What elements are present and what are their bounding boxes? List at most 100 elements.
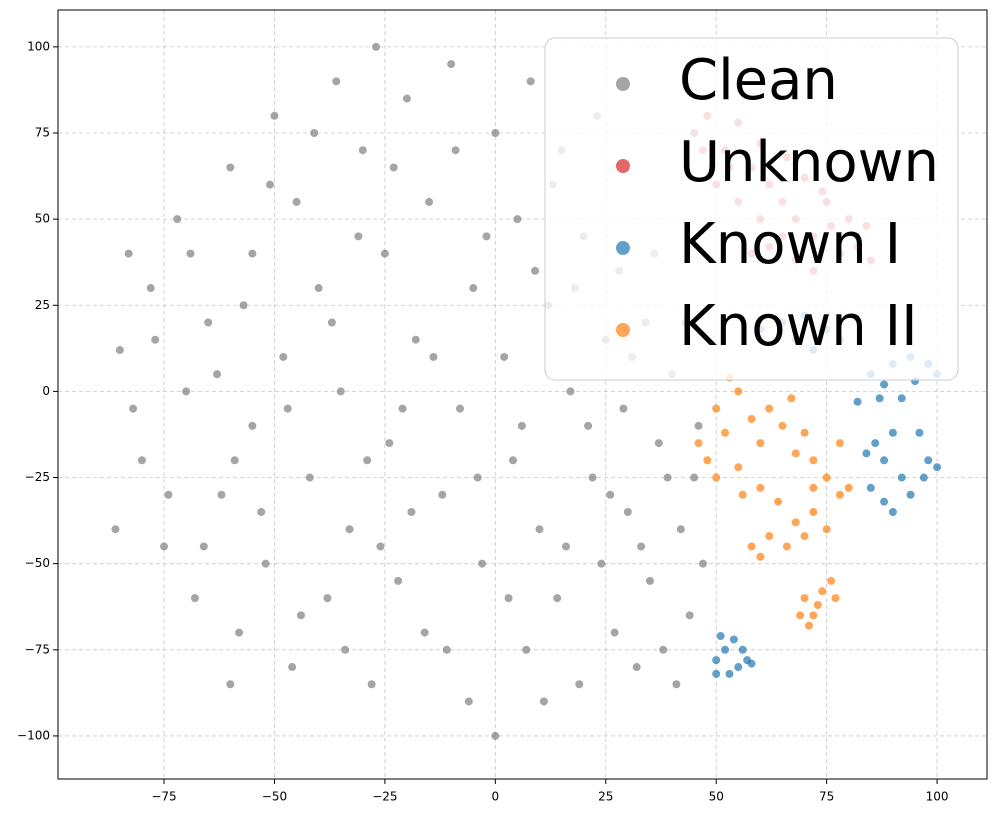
point bbox=[129, 404, 138, 413]
point bbox=[385, 439, 394, 448]
point bbox=[712, 404, 721, 413]
point bbox=[712, 669, 721, 678]
y-tick-label: −100 bbox=[17, 728, 50, 742]
point bbox=[756, 439, 765, 448]
point bbox=[213, 370, 222, 379]
point bbox=[897, 394, 906, 403]
point bbox=[822, 473, 831, 482]
legend-marker bbox=[616, 77, 630, 91]
point bbox=[257, 507, 266, 516]
point bbox=[478, 559, 487, 568]
point bbox=[345, 525, 354, 534]
point bbox=[111, 525, 120, 534]
point bbox=[919, 473, 928, 482]
point bbox=[239, 301, 248, 310]
point bbox=[199, 542, 208, 551]
point bbox=[924, 456, 933, 465]
point bbox=[880, 497, 889, 506]
point bbox=[266, 180, 275, 189]
point bbox=[632, 663, 641, 672]
point bbox=[407, 507, 416, 516]
point bbox=[137, 456, 146, 465]
point bbox=[447, 60, 456, 69]
point bbox=[509, 456, 518, 465]
point bbox=[296, 611, 305, 620]
point bbox=[204, 318, 213, 327]
point bbox=[332, 77, 341, 86]
point bbox=[747, 414, 756, 423]
point bbox=[190, 594, 199, 603]
point bbox=[539, 697, 548, 706]
point bbox=[588, 473, 597, 482]
point bbox=[933, 463, 942, 472]
point bbox=[235, 628, 244, 637]
point bbox=[853, 397, 862, 406]
point bbox=[420, 628, 429, 637]
point bbox=[584, 421, 593, 430]
point bbox=[835, 439, 844, 448]
point bbox=[186, 249, 195, 258]
point bbox=[738, 645, 747, 654]
point bbox=[774, 497, 783, 506]
point bbox=[676, 525, 685, 534]
point bbox=[323, 594, 332, 603]
point bbox=[721, 645, 730, 654]
point bbox=[389, 163, 398, 172]
point bbox=[341, 645, 350, 654]
y-tick-label: 100 bbox=[27, 39, 50, 53]
y-tick-label: −25 bbox=[25, 470, 50, 484]
point bbox=[747, 542, 756, 551]
point bbox=[575, 680, 584, 689]
point bbox=[513, 215, 522, 224]
point bbox=[729, 635, 738, 644]
point bbox=[765, 532, 774, 541]
point bbox=[358, 146, 367, 155]
point bbox=[473, 473, 482, 482]
point bbox=[756, 552, 765, 561]
point bbox=[491, 128, 500, 137]
x-tick-label: −25 bbox=[372, 790, 397, 804]
point bbox=[146, 284, 155, 293]
point bbox=[248, 249, 257, 258]
point bbox=[716, 632, 725, 641]
point bbox=[367, 680, 376, 689]
point bbox=[866, 483, 875, 492]
point bbox=[526, 77, 535, 86]
point bbox=[831, 594, 840, 603]
point bbox=[862, 449, 871, 458]
point bbox=[897, 473, 906, 482]
point bbox=[800, 428, 809, 437]
point bbox=[712, 473, 721, 482]
point bbox=[336, 387, 345, 396]
point bbox=[464, 697, 473, 706]
point bbox=[606, 490, 615, 499]
x-tick-label: −75 bbox=[151, 790, 176, 804]
point bbox=[619, 404, 628, 413]
y-tick-label: 50 bbox=[35, 212, 50, 226]
point bbox=[566, 387, 575, 396]
point bbox=[226, 163, 235, 172]
point bbox=[482, 232, 491, 241]
point bbox=[402, 94, 411, 103]
point bbox=[327, 318, 336, 327]
point bbox=[151, 335, 160, 344]
point bbox=[880, 456, 889, 465]
point bbox=[654, 439, 663, 448]
point bbox=[782, 542, 791, 551]
point bbox=[809, 611, 818, 620]
point bbox=[800, 532, 809, 541]
point bbox=[844, 483, 853, 492]
legend-label: Unknown bbox=[679, 130, 939, 195]
point bbox=[703, 456, 712, 465]
point bbox=[888, 428, 897, 437]
y-tick-label: 75 bbox=[35, 125, 50, 139]
point bbox=[535, 525, 544, 534]
point bbox=[305, 473, 314, 482]
point bbox=[698, 559, 707, 568]
point bbox=[217, 490, 226, 499]
x-tick-label: 100 bbox=[926, 790, 949, 804]
point bbox=[610, 628, 619, 637]
point bbox=[442, 645, 451, 654]
point bbox=[809, 483, 818, 492]
point bbox=[804, 621, 813, 630]
